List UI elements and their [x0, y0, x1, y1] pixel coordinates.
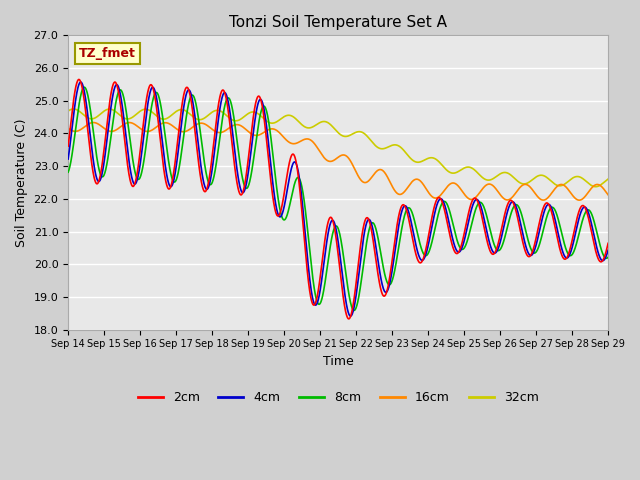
Legend: 2cm, 4cm, 8cm, 16cm, 32cm: 2cm, 4cm, 8cm, 16cm, 32cm [132, 386, 543, 409]
Text: TZ_fmet: TZ_fmet [79, 47, 136, 60]
Y-axis label: Soil Temperature (C): Soil Temperature (C) [15, 118, 28, 247]
X-axis label: Time: Time [323, 355, 353, 368]
Title: Tonzi Soil Temperature Set A: Tonzi Soil Temperature Set A [229, 15, 447, 30]
